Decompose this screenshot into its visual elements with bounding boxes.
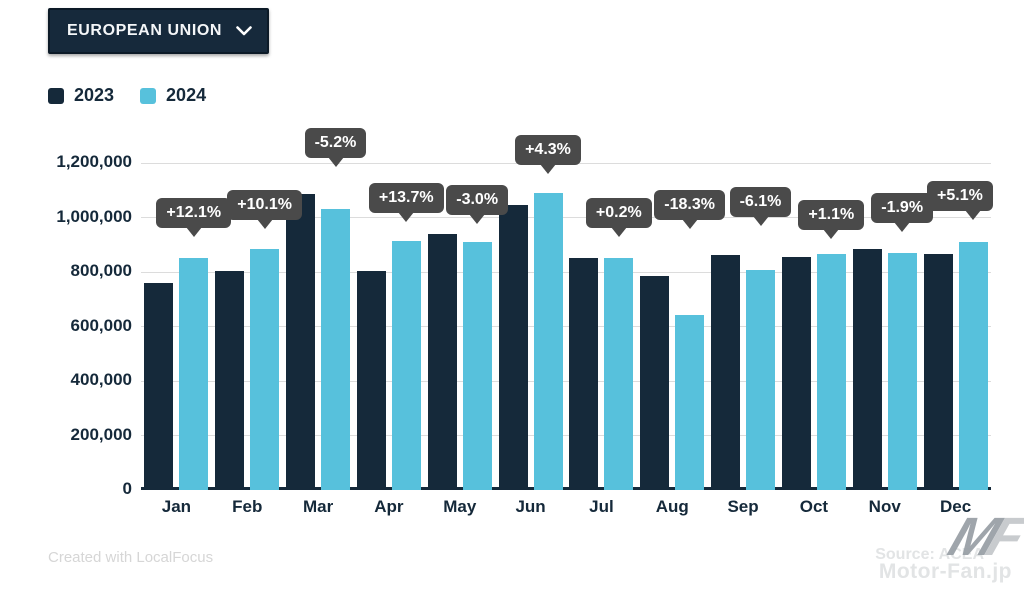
bar-2024-may[interactable] — [462, 242, 492, 490]
gridline — [141, 271, 991, 273]
watermark-text: Motor-Fan.jp — [878, 560, 1012, 583]
bar-2023-feb[interactable] — [215, 271, 245, 490]
x-tick-label-jan: Jan — [161, 497, 192, 516]
change-label-pointer-jul — [610, 227, 627, 237]
x-tick-label-mar: Mar — [302, 497, 334, 516]
bar-2023-jun[interactable] — [498, 205, 528, 490]
y-tick-label: 800,000 — [70, 261, 132, 280]
change-label-oct: +1.1% — [798, 200, 865, 230]
bar-2024-jun[interactable] — [533, 192, 563, 490]
bar-2023-mar[interactable] — [286, 193, 316, 490]
change-label-pointer-feb — [256, 219, 273, 229]
bar-2023-sep[interactable] — [711, 255, 741, 490]
x-tick-label-dec: Dec — [939, 497, 972, 516]
legend-label-2023: 2023 — [74, 85, 115, 105]
credit-text: Created with LocalFocus — [48, 549, 214, 566]
region-selector-label: EUROPEAN UNION — [67, 22, 223, 39]
chart-legend: 2023 2024 — [48, 85, 206, 106]
bar-2024-aug[interactable] — [675, 314, 705, 490]
y-tick-label: 0 — [122, 479, 132, 498]
x-tick-label-jun: Jun — [515, 497, 546, 516]
x-tick-label-may: May — [443, 497, 477, 516]
change-label-pointer-sep — [752, 216, 769, 226]
change-label-pointer-nov — [894, 222, 911, 232]
legend-swatch-2024 — [140, 87, 157, 104]
y-tick-label: 1,000,000 — [56, 206, 132, 226]
bar-2023-apr[interactable] — [356, 271, 386, 490]
bar-2024-jan[interactable] — [179, 257, 209, 490]
gridline — [141, 380, 991, 382]
bar-2024-jul[interactable] — [604, 257, 634, 490]
gridline — [141, 217, 991, 218]
change-label-jun: +4.3% — [515, 135, 581, 165]
change-label-pointer-may — [469, 214, 486, 224]
plot-area: +12.1% +10.1% -5.2% +13.7% -3.0% +4.3% +0.2% -1… — [141, 128, 993, 490]
change-label-pointer-apr — [398, 212, 415, 222]
y-tick-label: 600,000 — [70, 315, 132, 335]
x-tick-label-feb: Feb — [232, 497, 263, 516]
change-label-pointer-dec — [965, 210, 982, 220]
change-label-may: -3.0% — [446, 185, 509, 215]
change-label-pointer-mar — [327, 157, 344, 167]
chevron-down-icon — [236, 26, 252, 36]
motor-fan-logo-icon: MF — [941, 507, 1024, 567]
x-tick-label-sep: Sep — [727, 497, 759, 516]
bar-2024-feb[interactable] — [250, 249, 280, 490]
region-selector-button[interactable]: EUROPEAN UNION — [48, 8, 270, 54]
y-tick-label: 400,000 — [70, 370, 132, 389]
bar-2023-nov[interactable] — [852, 248, 882, 490]
change-label-pointer-aug — [681, 219, 698, 229]
bar-2023-dec[interactable] — [923, 254, 953, 490]
x-tick-label-nov: Nov — [868, 497, 901, 516]
bar-2023-may[interactable] — [427, 234, 457, 490]
bar-2024-dec[interactable] — [958, 242, 988, 490]
x-tick-label-oct: Oct — [799, 497, 829, 516]
change-label-aug: -18.3% — [654, 190, 725, 220]
bar-2023-aug[interactable] — [640, 275, 670, 490]
legend-item-2024: 2024 — [140, 85, 206, 106]
source-text: Source: ACEA — [875, 546, 984, 563]
bar-2024-oct[interactable] — [816, 254, 846, 490]
y-tick-label: 200,000 — [70, 424, 132, 444]
change-label-jul: +0.2% — [585, 198, 652, 228]
bar-2024-nov[interactable] — [887, 253, 917, 490]
change-label-nov: -1.9% — [871, 193, 934, 223]
change-label-sep: -6.1% — [729, 187, 792, 217]
legend-label-2024: 2024 — [166, 85, 207, 105]
change-label-pointer-jan — [185, 227, 202, 237]
x-tick-label-jul: Jul — [589, 497, 614, 516]
change-label-pointer-oct — [823, 229, 840, 239]
bar-2023-jan[interactable] — [144, 282, 174, 490]
y-tick-label: 1,200,000 — [56, 152, 132, 171]
gridline — [141, 326, 991, 327]
change-label-feb: +10.1% — [227, 190, 302, 220]
change-label-mar: -5.2% — [304, 128, 367, 158]
legend-swatch-2023 — [48, 87, 64, 104]
x-tick-label-aug: Aug — [655, 497, 689, 516]
bar-2024-apr[interactable] — [391, 241, 421, 490]
x-tick-label-apr: Apr — [374, 497, 404, 516]
change-label-pointer-jun — [540, 164, 557, 174]
bar-2024-mar[interactable] — [321, 208, 351, 490]
bar-2024-sep[interactable] — [746, 269, 776, 490]
legend-item-2023: 2023 — [48, 85, 114, 106]
gridline — [141, 435, 991, 436]
bar-2023-jul[interactable] — [569, 258, 599, 490]
change-label-jan: +12.1% — [156, 198, 232, 228]
change-label-dec: +5.1% — [927, 181, 993, 211]
bar-2023-oct[interactable] — [781, 256, 811, 490]
change-label-apr: +13.7% — [368, 183, 444, 213]
